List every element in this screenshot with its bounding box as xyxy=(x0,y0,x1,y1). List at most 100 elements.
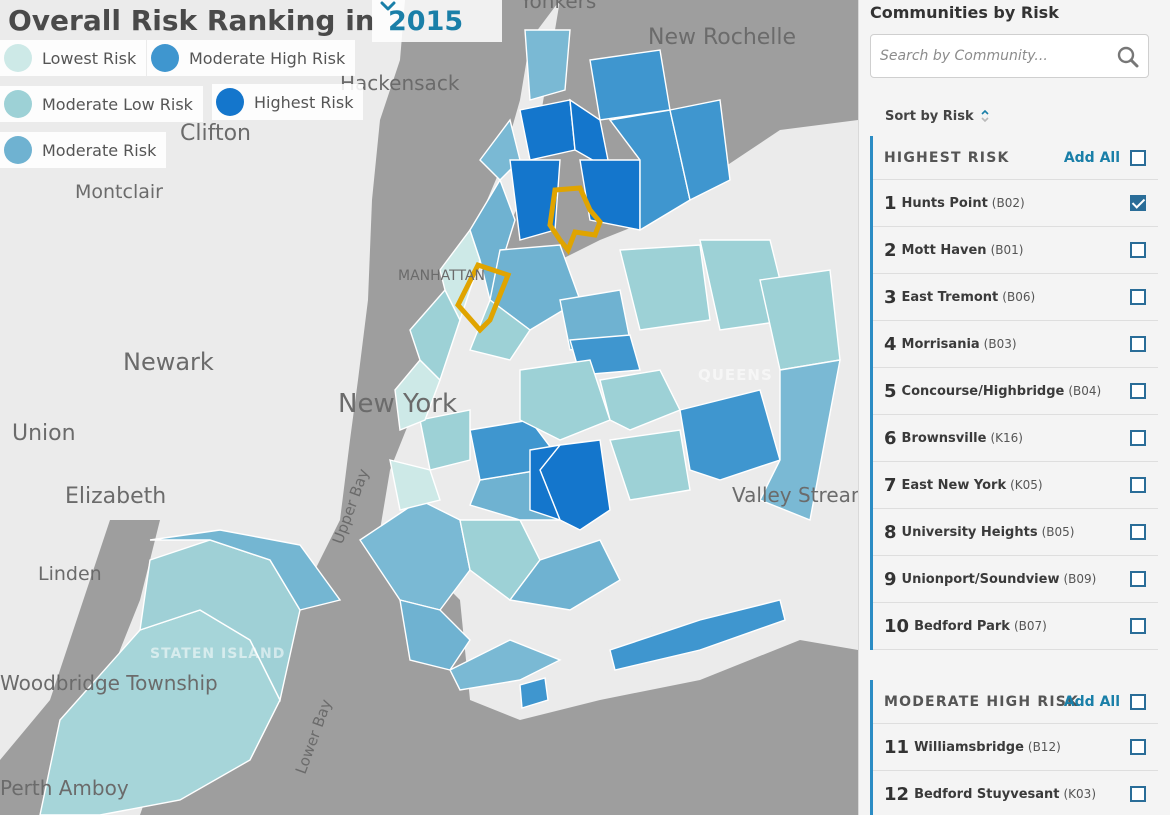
label-valley-stream: Valley Stream xyxy=(732,483,858,507)
item-code: (B05) xyxy=(1041,525,1075,539)
item-rank: 4 xyxy=(884,333,897,355)
qn-rockaway-west xyxy=(519,677,549,709)
legend-swatch xyxy=(151,44,179,72)
item-name: Bedford Park xyxy=(914,618,1010,634)
sidebar-title: Communities by Risk xyxy=(870,3,1059,22)
add-all-button[interactable]: Add All xyxy=(1063,149,1120,166)
bk-williamsburg xyxy=(419,409,471,471)
search-input[interactable] xyxy=(871,35,1111,77)
item-checkbox[interactable] xyxy=(1130,336,1146,352)
item-rank: 9 xyxy=(884,568,897,590)
bk-bayridge xyxy=(399,599,471,671)
search-icon[interactable] xyxy=(1117,46,1139,68)
list-item[interactable]: 3 East Tremont (B06) xyxy=(873,274,1158,321)
list-item[interactable]: 1 Hunts Point (B02) xyxy=(873,180,1158,227)
qn-ridgewood xyxy=(519,359,611,441)
add-all-button[interactable]: Add All xyxy=(1063,693,1120,710)
item-rank: 1 xyxy=(884,192,897,214)
qn-woodhaven xyxy=(609,429,691,501)
add-all-checkbox[interactable] xyxy=(1130,149,1146,166)
label-yonkers: Yonkers xyxy=(519,0,596,13)
bk-canarsie xyxy=(508,539,621,611)
item-checkbox[interactable] xyxy=(1130,383,1146,399)
label-woodbridge: Woodbridge Township xyxy=(0,671,218,695)
chevron-down-icon xyxy=(380,1,396,11)
bx-soundview xyxy=(608,109,691,232)
list-item[interactable]: 6 Brownsville (K16) xyxy=(873,415,1158,462)
mn-lower xyxy=(394,358,441,431)
item-name: University Heights xyxy=(901,524,1038,540)
item-checkbox[interactable] xyxy=(1130,289,1146,305)
map-canvas[interactable]: New Rochelle Yonkers Hackensack Clifton … xyxy=(0,0,858,815)
list-item[interactable]: 9 Unionport/Soundview (B09) xyxy=(873,556,1158,603)
list-item[interactable]: 8 University Heights (B05) xyxy=(873,509,1158,556)
qn-jamaica xyxy=(679,389,781,481)
group-moderate-high-risk: MODERATE HIGH RISK Add All 11 Williamsbr… xyxy=(870,680,1158,815)
item-code: (B09) xyxy=(1063,572,1097,586)
item-checkbox[interactable] xyxy=(1130,618,1146,634)
item-rank: 8 xyxy=(884,521,897,543)
search-box[interactable] xyxy=(870,34,1149,78)
sort-by-risk-button[interactable]: Sort by Risk xyxy=(885,108,990,124)
item-checkbox[interactable] xyxy=(1130,430,1146,446)
item-code: (B03) xyxy=(983,337,1017,351)
label-staten-island: STATEN ISLAND xyxy=(150,646,285,662)
item-rank: 12 xyxy=(884,783,910,805)
item-checkbox[interactable] xyxy=(1130,786,1146,802)
legend-swatch xyxy=(4,44,32,72)
label-perth-amboy: Perth Amboy xyxy=(0,776,129,800)
item-name: Unionport/Soundview xyxy=(901,571,1060,587)
legend-item-highest: Highest Risk xyxy=(212,84,364,120)
list-item[interactable]: 12 Bedford Stuyvesant (K03) xyxy=(873,771,1158,815)
bk-east-ny xyxy=(529,444,562,522)
legend-item-moderate-high: Moderate High Risk xyxy=(147,40,356,76)
label-newark: Newark xyxy=(123,348,214,376)
label-clifton: Clifton xyxy=(180,121,251,146)
year-value: 2015 xyxy=(388,5,464,37)
list-item[interactable]: 5 Concourse/Highbridge (B04) xyxy=(873,368,1158,415)
item-code: (B02) xyxy=(991,196,1025,210)
list-item[interactable]: 2 Mott Haven (B01) xyxy=(873,227,1158,274)
item-code: (K03) xyxy=(1063,787,1097,801)
qn-far-rockaway xyxy=(609,599,786,671)
list-item[interactable]: 7 East New York (K05) xyxy=(873,462,1158,509)
list-item[interactable]: 10 Bedford Park (B07) xyxy=(873,603,1158,650)
list-item[interactable]: 11 Williamsbridge (B12) xyxy=(873,724,1158,771)
legend-swatch xyxy=(216,88,244,116)
map-title: Overall Risk Ranking in xyxy=(8,4,375,37)
item-checkbox[interactable] xyxy=(1130,477,1146,493)
water-bay xyxy=(140,0,858,815)
mn-midtown xyxy=(409,288,461,382)
item-checkbox[interactable] xyxy=(1130,739,1146,755)
item-name: Brownsville xyxy=(901,430,987,446)
label-new-york: New York xyxy=(338,389,457,419)
qn-southeast xyxy=(759,359,841,521)
legend-label: Moderate Risk xyxy=(42,140,157,160)
water-kill xyxy=(0,520,160,815)
legend-item-moderate-low: Moderate Low Risk xyxy=(0,86,203,122)
item-rank: 7 xyxy=(884,474,897,496)
mn-selected-outline xyxy=(455,261,512,334)
year-dropdown[interactable]: 2015 xyxy=(372,0,502,42)
item-name: Morrisania xyxy=(901,336,980,352)
risk-legend: Lowest Risk Moderate High Risk Moderate … xyxy=(0,40,372,176)
add-all-checkbox[interactable] xyxy=(1130,693,1146,710)
item-checkbox[interactable] xyxy=(1130,571,1146,587)
item-code: (B01) xyxy=(990,243,1024,257)
item-name: East Tremont xyxy=(901,289,999,305)
item-checkbox[interactable] xyxy=(1130,524,1146,540)
sort-label: Sort by Risk xyxy=(885,108,974,124)
item-name: Bedford Stuyvesant xyxy=(914,786,1060,802)
communities-sidebar: Communities by Risk Sort by Risk HIGHEST… xyxy=(858,0,1170,815)
item-checkbox-checked[interactable] xyxy=(1130,195,1146,211)
item-code: (B06) xyxy=(1002,290,1036,304)
item-name: Hunts Point xyxy=(901,195,988,211)
group-header: HIGHEST RISK Add All xyxy=(873,136,1158,180)
label-elizabeth: Elizabeth xyxy=(65,484,166,509)
item-code: (K16) xyxy=(990,431,1023,445)
item-checkbox[interactable] xyxy=(1130,242,1146,258)
list-item[interactable]: 4 Morrisania (B03) xyxy=(873,321,1158,368)
risk-map[interactable]: New Rochelle Yonkers Hackensack Clifton … xyxy=(0,0,858,815)
sort-icon xyxy=(981,109,989,123)
legend-item-lowest: Lowest Risk xyxy=(0,40,147,76)
